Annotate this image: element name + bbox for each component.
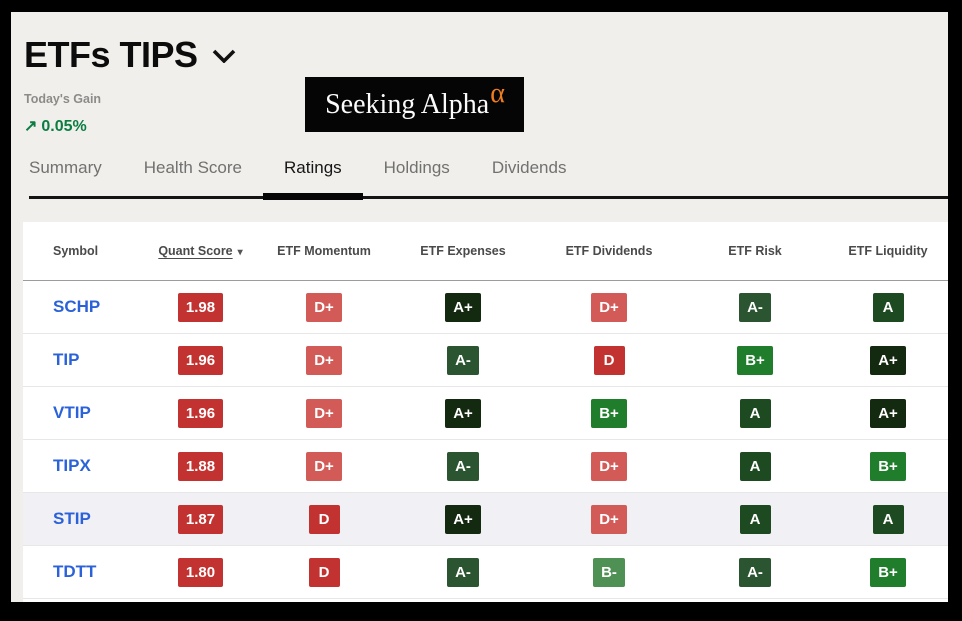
todays-gain-label: Today's Gain (24, 92, 102, 106)
column-header-quant-score[interactable]: Quant Score ▾ (143, 222, 258, 281)
table-row-tip: TIP 1.96 D+ A- D B+ A+ (23, 333, 948, 387)
sort-arrow-icon: ▾ (237, 247, 243, 258)
tab-bar: Summary Health Score Ratings Holdings Divide… (29, 151, 948, 200)
momentum-grade-badge: D (308, 557, 340, 587)
tab-dividends[interactable]: Dividends (491, 158, 567, 177)
quant-score-badge: 1.96 (177, 345, 224, 375)
liquidity-grade-badge: A+ (870, 345, 906, 375)
tab-summary[interactable]: Summary (29, 158, 102, 177)
expenses-grade-badge: A- (447, 557, 479, 587)
title-row: ETFs TIPS (24, 34, 236, 76)
logo-text: Seeking Alpha (325, 88, 490, 120)
ticker-link-tipx[interactable]: TIPX (53, 456, 91, 475)
dividends-grade-badge: D+ (591, 292, 627, 322)
quant-score-badge: 1.80 (177, 557, 224, 587)
table-row-stip: STIP 1.87 D A+ D+ A A (23, 492, 948, 546)
dividends-grade-badge: D+ (591, 504, 627, 534)
column-header-symbol[interactable]: Symbol (23, 222, 143, 281)
table-header-row: Symbol Quant Score ▾ ETF Momentum ETF Expens… (23, 222, 948, 281)
column-header-etf-expenses[interactable]: ETF Expenses (390, 222, 536, 281)
dividends-grade-badge: D+ (591, 451, 627, 481)
expenses-grade-badge: A+ (445, 504, 481, 534)
table-row-tipx: TIPX 1.88 D+ A- D+ A B+ (23, 439, 948, 493)
risk-grade-badge: A (739, 398, 771, 428)
liquidity-grade-badge: A (872, 504, 904, 534)
ticker-link-tdtt[interactable]: TDTT (53, 562, 97, 581)
gain-percent: 0.05% (41, 118, 87, 135)
momentum-grade-badge: D (308, 504, 340, 534)
column-header-etf-dividends[interactable]: ETF Dividends (536, 222, 682, 281)
ticker-link-vtip[interactable]: VTIP (53, 403, 91, 422)
seeking-alpha-logo: Seeking Alpha α (305, 77, 524, 132)
quant-score-badge: 1.88 (177, 451, 224, 481)
risk-grade-badge: B+ (737, 345, 773, 375)
column-header-etf-liquidity[interactable]: ETF Liquidity (828, 222, 948, 281)
page-background: ETFs TIPS Today's Gain ↗ 0.05% Seeking Al… (11, 12, 948, 602)
liquidity-grade-badge: A (872, 292, 904, 322)
ratings-table: Symbol Quant Score ▾ ETF Momentum ETF Expens… (23, 222, 948, 599)
expenses-grade-badge: A+ (445, 398, 481, 428)
risk-grade-badge: A (739, 451, 771, 481)
risk-grade-badge: A- (739, 292, 771, 322)
liquidity-grade-badge: B+ (870, 557, 906, 587)
ratings-table-card: Symbol Quant Score ▾ ETF Momentum ETF Expens… (23, 222, 948, 602)
tab-ratings[interactable]: Ratings (263, 151, 363, 200)
quant-score-badge: 1.98 (177, 292, 224, 322)
momentum-grade-badge: D+ (306, 345, 342, 375)
expenses-grade-badge: A- (447, 451, 479, 481)
ticker-link-schp[interactable]: SCHP (53, 297, 101, 316)
tab-holdings[interactable]: Holdings (383, 158, 450, 177)
column-header-etf-risk[interactable]: ETF Risk (682, 222, 828, 281)
quant-score-badge: 1.87 (177, 504, 224, 534)
risk-grade-badge: A (739, 504, 771, 534)
ticker-link-stip[interactable]: STIP (53, 509, 91, 528)
ticker-link-tip[interactable]: TIP (53, 350, 80, 369)
momentum-grade-badge: D+ (306, 292, 342, 322)
dividends-grade-badge: B+ (591, 398, 627, 428)
risk-grade-badge: A- (739, 557, 771, 587)
dividends-grade-badge: D (593, 345, 625, 375)
todays-gain-value: ↗ 0.05% (24, 116, 87, 136)
quant-score-badge: 1.96 (177, 398, 224, 428)
chevron-down-icon[interactable] (212, 49, 236, 68)
table-row-vtip: VTIP 1.96 D+ A+ B+ A A+ (23, 386, 948, 440)
table-row-schp: SCHP 1.98 D+ A+ D+ A- A (23, 280, 948, 334)
up-right-arrow-icon: ↗ (24, 118, 38, 135)
momentum-grade-badge: D+ (306, 398, 342, 428)
expenses-grade-badge: A+ (445, 292, 481, 322)
momentum-grade-badge: D+ (306, 451, 342, 481)
expenses-grade-badge: A- (447, 345, 479, 375)
column-header-etf-momentum[interactable]: ETF Momentum (258, 222, 390, 281)
page-title: ETFs TIPS (24, 34, 198, 75)
tab-health-score[interactable]: Health Score (143, 158, 243, 177)
liquidity-grade-badge: B+ (870, 451, 906, 481)
dividends-grade-badge: B- (593, 557, 625, 587)
table-row-tdtt: TDTT 1.80 D A- B- A- B+ (23, 545, 948, 599)
liquidity-grade-badge: A+ (870, 398, 906, 428)
